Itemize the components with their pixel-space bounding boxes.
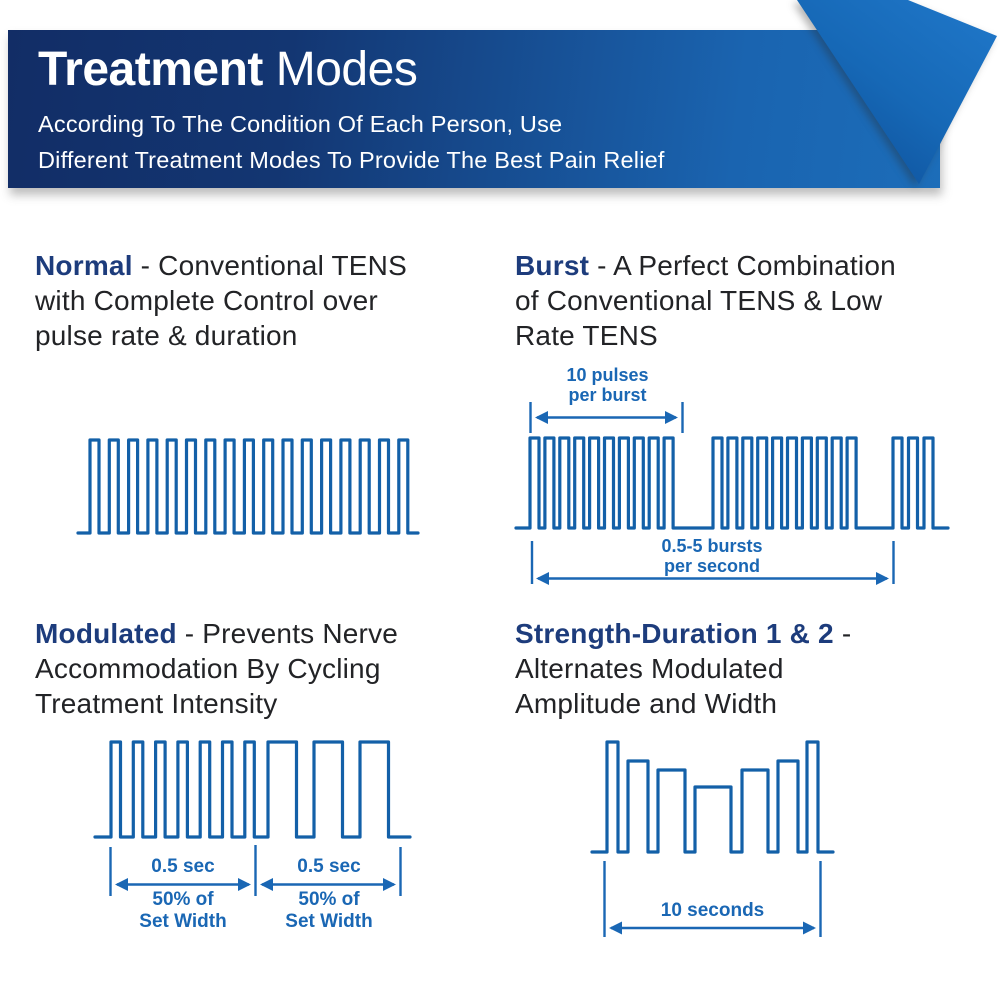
mode-normal-text: Normal - Conventional TENS with Complete… xyxy=(35,248,505,353)
burst-bottom-label-line1: 0.5-5 bursts xyxy=(661,536,763,556)
mode-modulated-name: Modulated xyxy=(35,618,177,649)
header-banner: Treatment Modes According To The Conditi… xyxy=(8,30,940,188)
mode-normal-dash: - xyxy=(132,250,159,281)
mode-burst-line3: Rate TENS xyxy=(515,320,658,351)
burst-top-label-line2: per burst xyxy=(568,384,647,405)
burst-bottom-label: 0.5-5 bursts per second xyxy=(562,536,862,576)
modulated-right-width-line1: 50% of xyxy=(298,889,360,910)
mode-burst-line1: A Perfect Combination xyxy=(613,250,896,281)
modulated-right-time-label: 0.5 sec xyxy=(297,856,361,877)
waveform-normal xyxy=(76,438,420,535)
strength-measure xyxy=(603,861,822,937)
subtitle-line-1: According To The Condition Of Each Perso… xyxy=(38,111,563,137)
strength-duration-label: 10 seconds xyxy=(660,900,765,921)
mode-burst-line2: of Conventional TENS & Low xyxy=(515,285,883,316)
modulated-left-width-label: 50% of Set Width xyxy=(110,889,256,933)
modulated-left-width-line2: Set Width xyxy=(139,911,227,932)
modulated-left-time-label: 0.5 sec xyxy=(151,856,215,877)
page-subtitle: According To The Condition Of Each Perso… xyxy=(38,106,665,178)
title-light: Modes xyxy=(262,43,418,96)
waveform-modulated xyxy=(93,740,412,839)
mode-burst-name: Burst xyxy=(515,250,590,281)
burst-top-label-line1: 10 pulses xyxy=(566,365,649,385)
mode-burst-dash: - xyxy=(589,250,614,281)
mode-strength-dash: - xyxy=(833,618,852,649)
subtitle-line-2: Different Treatment Modes To Provide The… xyxy=(38,147,665,173)
mode-normal-line2: with Complete Control over xyxy=(35,285,378,316)
mode-modulated-text: Modulated - Prevents Nerve Accommodation… xyxy=(35,616,505,721)
mode-strength-name: Strength-Duration 1 & 2 xyxy=(515,618,834,649)
burst-top-measure xyxy=(529,402,684,433)
title-bold: Treatment xyxy=(38,43,263,96)
mode-strength-line3: Amplitude and Width xyxy=(515,688,778,719)
mode-normal-name: Normal xyxy=(35,250,133,281)
mode-modulated-line2: Accommodation By Cycling xyxy=(35,653,381,684)
burst-top-label: 10 pulses per burst xyxy=(520,365,695,405)
mode-modulated-line3: Treatment Intensity xyxy=(35,688,278,719)
mode-burst-text: Burst - A Perfect Combination of Convent… xyxy=(515,248,990,353)
mode-normal-line3: pulse rate & duration xyxy=(35,320,298,351)
waveform-burst xyxy=(514,436,950,530)
waveform-strength xyxy=(590,740,835,854)
mode-normal-line1: Conventional TENS xyxy=(158,250,407,281)
mode-modulated-line1: Prevents Nerve xyxy=(202,618,399,649)
mode-strength-line2: Alternates Modulated xyxy=(515,653,784,684)
mode-strength-text: Strength-Duration 1 & 2 - Alternates Mod… xyxy=(515,616,990,721)
burst-bottom-label-line2: per second xyxy=(663,555,761,576)
mode-modulated-dash: - xyxy=(176,618,203,649)
modulated-left-width-line1: 50% of xyxy=(152,889,214,910)
page-title: Treatment Modes xyxy=(38,42,418,97)
modulated-right-width-line2: Set Width xyxy=(285,911,373,932)
modulated-right-width-label: 50% of Set Width xyxy=(256,889,402,933)
